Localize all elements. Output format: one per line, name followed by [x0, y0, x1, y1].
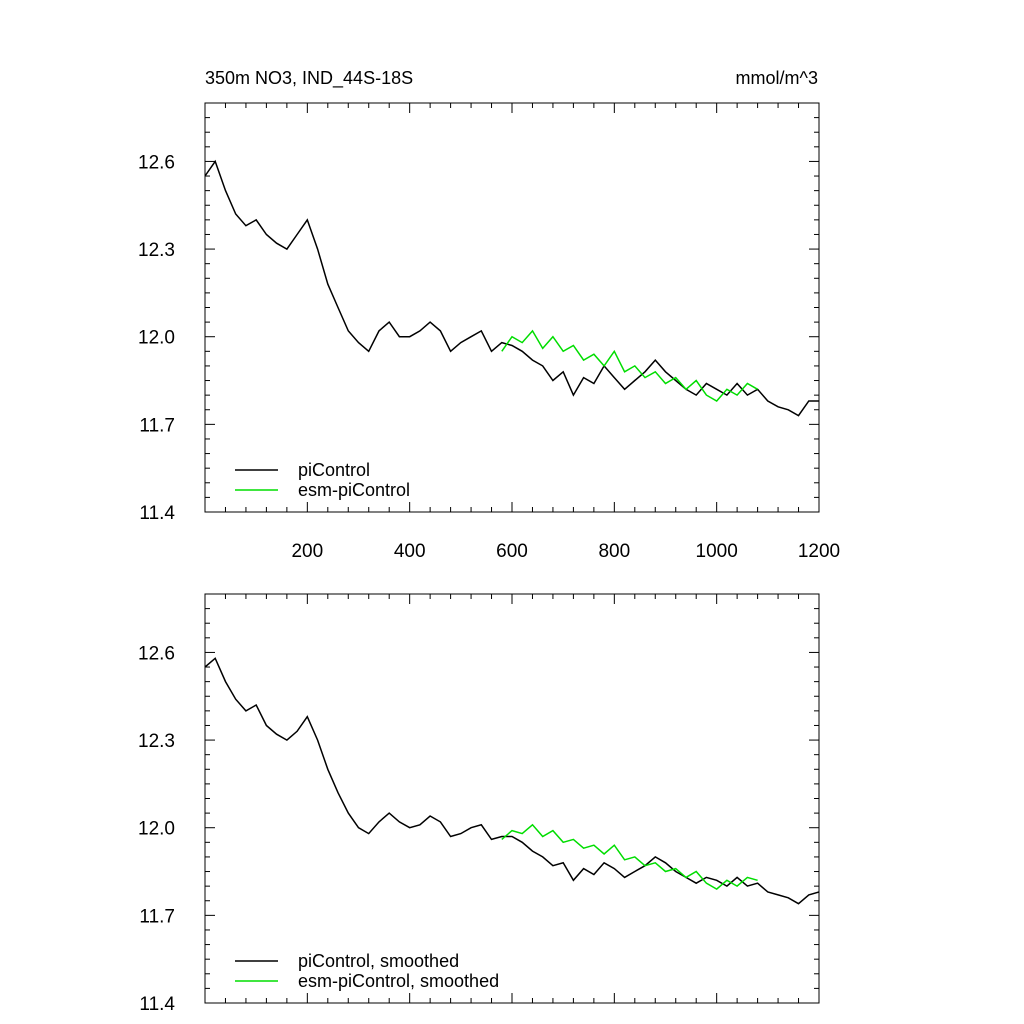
y-tick-label: 12.0 — [138, 328, 175, 349]
plot-frame — [204, 593, 820, 1004]
y-tick-label: 12.6 — [138, 643, 175, 664]
x-tick-label: 1000 — [696, 541, 738, 562]
chart-title: 350m NO3, IND_44S-18S — [205, 68, 413, 89]
y-tick-label: 12.6 — [138, 152, 175, 173]
series-line-picontrol — [205, 657, 819, 905]
y-tick-label: 12.0 — [138, 819, 175, 840]
x-tick-label: 400 — [394, 541, 426, 562]
x-tick-label: 800 — [598, 541, 630, 562]
y-tick-label: 11.7 — [139, 906, 175, 927]
y-tick-label: 11.4 — [139, 503, 175, 524]
legend-label: esm-piControl — [298, 480, 410, 500]
series-line-esm-picontrol — [501, 823, 758, 891]
series-line-picontrol — [205, 159, 819, 417]
units-label: mmol/m^3 — [736, 68, 818, 88]
x-tick-label: 1200 — [798, 541, 840, 562]
bottom-panel: 11.4 11.7 12.0 12.3 12.6 piControl, smoothede… — [138, 593, 820, 1015]
y-tick-label: 12.3 — [138, 731, 175, 752]
legend-label: piControl — [298, 460, 370, 480]
series-line-esm-picontrol — [501, 329, 758, 402]
y-tick-label: 12.3 — [138, 240, 175, 261]
y-tick-label: 11.7 — [139, 415, 175, 436]
x-tick-label: 200 — [291, 541, 323, 562]
y-tick-label: 11.4 — [139, 994, 175, 1015]
legend-label: esm-piControl, smoothed — [298, 971, 499, 991]
plot-frame — [204, 102, 820, 513]
x-tick-label: 600 — [496, 541, 528, 562]
legend-label: piControl, smoothed — [298, 951, 459, 971]
top-panel: 200 400 600 800 1000 1200 11.4 11.7 12.0 12.3 12.6… — [138, 102, 840, 562]
